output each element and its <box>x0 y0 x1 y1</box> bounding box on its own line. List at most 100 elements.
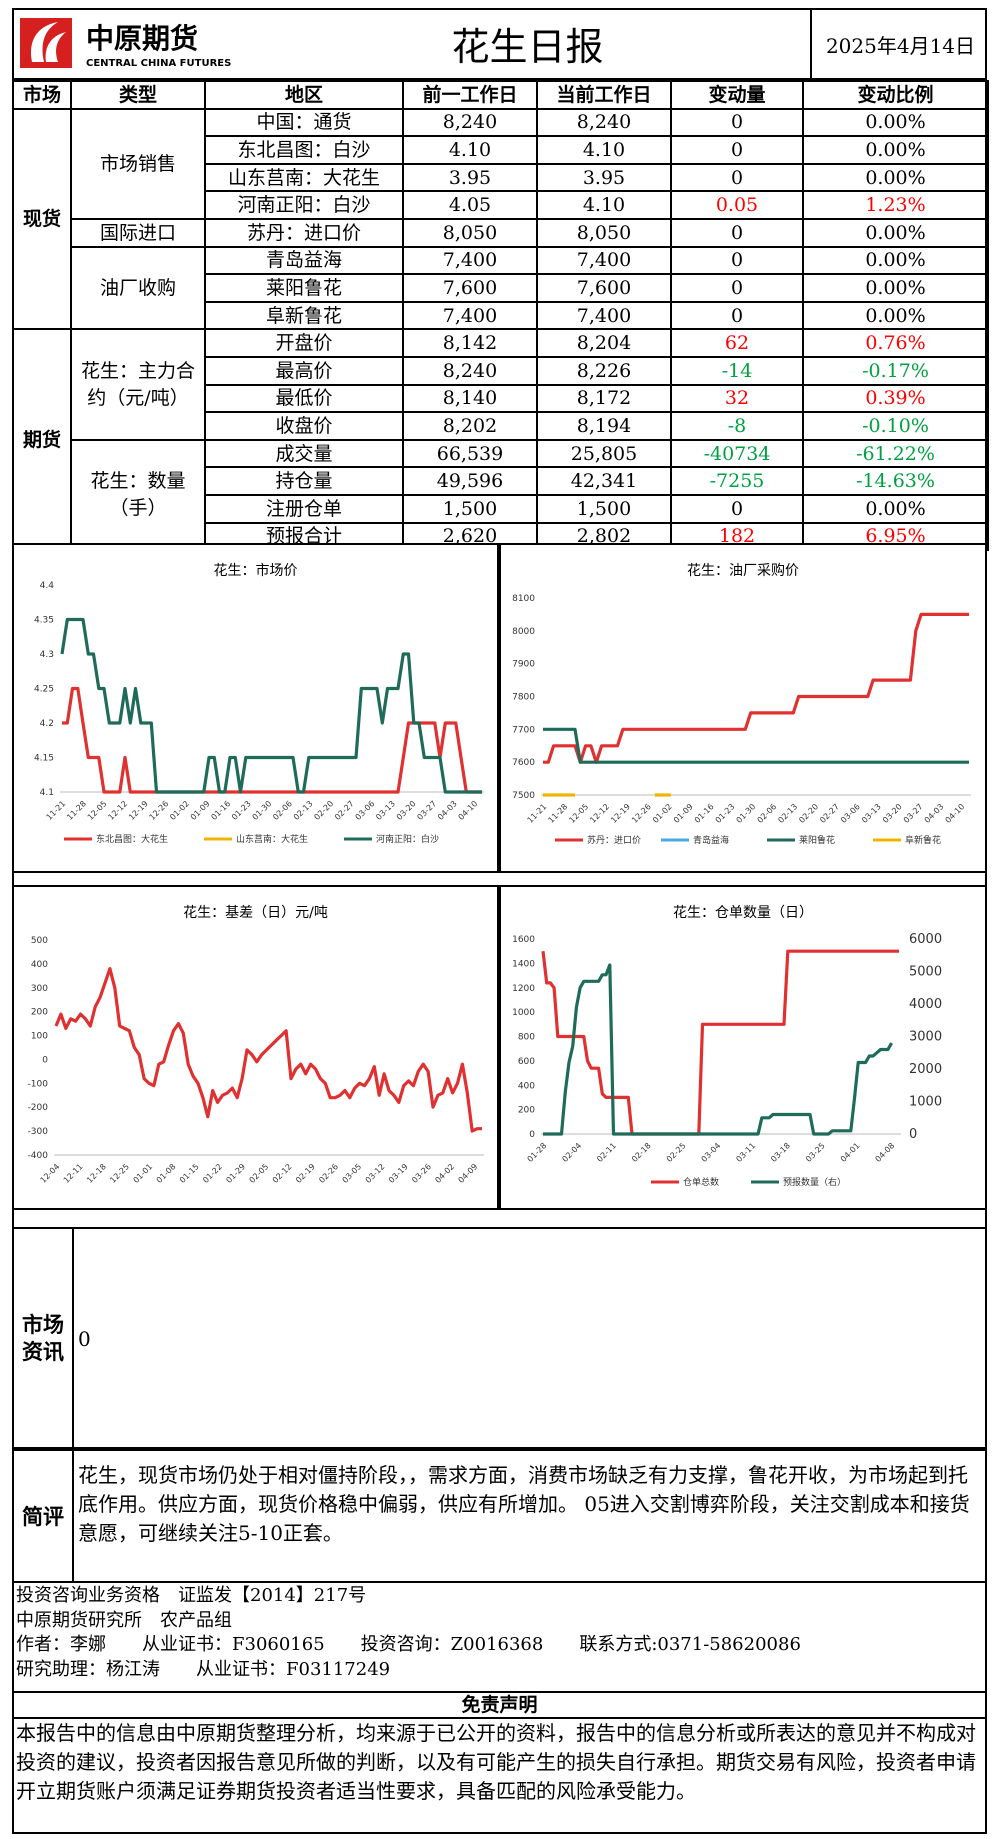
change-pct-cell: 0.00% <box>802 300 989 331</box>
x-tick-label: 01-23 <box>714 802 737 825</box>
x-tick-label: 02-04 <box>560 1141 583 1164</box>
y-tick-label: 1000 <box>512 1008 535 1018</box>
y-tick-label: 4.4 <box>40 581 55 591</box>
news-label: 市场资讯 <box>14 1229 74 1447</box>
legend-label: 阜新鲁花 <box>905 834 941 846</box>
table-row: 东北昌图：白沙 4.10 4.10 0 0.00% <box>13 135 989 165</box>
y-tick-label: 800 <box>518 1033 535 1043</box>
market-news-section: 市场资讯 0 <box>12 1227 987 1449</box>
x-tick-label: 11-28 <box>65 799 88 822</box>
col-change-pct: 变动比例 <box>802 80 989 110</box>
chart-mill-price: 花生：油厂采购价 8100 8000 7900 7800 7700 7600 7500 11-… <box>499 543 987 873</box>
table-row: 持仓量 49,596 42,341 -7255 -14.63% <box>13 466 989 496</box>
x-tick-label: 01-16 <box>693 802 716 825</box>
x-tick-label: 04-03 <box>923 802 946 825</box>
logo-mark-icon: 中原期货 CENTRAL CHINA FUTURES <box>20 18 231 69</box>
legend-label: 仓单总数 <box>683 1176 719 1188</box>
x-tick-label: 11-21 <box>526 802 549 825</box>
table-row: 期货 花生：主力合约（元/吨） 开盘价 8,142 8,204 62 0.76% <box>12 328 989 552</box>
legend-label: 预报数量（右） <box>783 1176 846 1188</box>
change-pct-cell: -14.63% <box>802 466 989 496</box>
legend-label: 莱阳鲁花 <box>799 834 835 846</box>
x-tick-label: 12-12 <box>588 802 611 825</box>
x-tick-label: 02-11 <box>595 1141 618 1164</box>
change-cell: -40734 <box>670 438 804 469</box>
y-right-tick-label: 1000 <box>909 1095 942 1110</box>
region-cell: 苏丹：进口价 <box>204 217 404 248</box>
change-pct-cell: 0.00% <box>802 107 989 138</box>
x-tick-label: 04-02 <box>433 1162 456 1185</box>
table-row: 油厂收购 青岛益海 7,400 7,400 0 0.00% <box>13 245 989 331</box>
series-line <box>541 949 899 1136</box>
chart-title: 花生：油厂采购价 <box>687 563 799 579</box>
prev-value-cell: 8,240 <box>402 355 538 386</box>
prev-value-cell: 7,600 <box>402 273 538 303</box>
x-tick-label: 02-20 <box>797 802 820 825</box>
change-pct-cell: 0.00% <box>802 162 989 193</box>
region-cell: 中国：通货 <box>204 107 404 138</box>
region-cell: 东北昌图：白沙 <box>204 135 404 165</box>
prev-value-cell: 8,202 <box>402 411 538 441</box>
x-tick-label: 02-18 <box>630 1141 653 1164</box>
change-cell: 0.05 <box>670 190 804 220</box>
legend-label: 河南正阳：白沙 <box>376 833 439 845</box>
x-tick-label: 03-06 <box>839 802 862 825</box>
x-tick-label: 03-13 <box>374 799 397 822</box>
table-row: 国际进口 苏丹：进口价 8,050 8,050 0 0.00% <box>13 217 989 248</box>
region-cell: 阜新鲁花 <box>204 300 404 331</box>
curr-value-cell: 8,050 <box>536 217 672 248</box>
x-tick-label: 01-09 <box>189 799 212 822</box>
curr-value-cell: 7,400 <box>536 245 672 276</box>
table-row: 山东莒南：大花生 3.95 3.95 0 0.00% <box>13 162 989 193</box>
y-tick-label: -100 <box>28 1079 49 1089</box>
series-line <box>60 617 482 794</box>
x-tick-label: 12-05 <box>86 799 109 822</box>
x-tick-label: 01-23 <box>230 799 253 822</box>
change-pct-cell: -61.22% <box>802 438 989 469</box>
region-cell: 开盘价 <box>204 328 404 358</box>
x-tick-label: 04-10 <box>944 802 967 825</box>
y-tick-label: 1200 <box>512 984 535 994</box>
col-curr: 当前工作日 <box>536 80 672 110</box>
y-tick-label: 0 <box>42 1055 48 1065</box>
x-tick-label: 01-02 <box>651 802 674 825</box>
change-cell: 0 <box>670 300 804 331</box>
x-tick-label: 03-27 <box>902 802 925 825</box>
table-row: 注册仓单 1,500 1,500 0 0.00% <box>13 493 989 524</box>
x-tick-label: 01-15 <box>178 1162 201 1185</box>
x-tick-label: 03-25 <box>804 1141 827 1164</box>
change-cell: 0 <box>670 493 804 524</box>
region-cell: 最高价 <box>204 355 404 386</box>
y-tick-label: -400 <box>28 1151 49 1161</box>
x-tick-label: 12-12 <box>106 799 129 822</box>
region-cell: 山东莒南：大花生 <box>204 162 404 193</box>
change-cell: -14 <box>670 355 804 386</box>
y-tick-label: -200 <box>28 1103 49 1113</box>
y-tick-label: 4.35 <box>34 616 54 626</box>
change-cell: 32 <box>670 383 804 414</box>
x-tick-label: 02-05 <box>248 1162 271 1185</box>
table-row: 收盘价 8,202 8,194 -8 -0.10% <box>13 411 989 441</box>
change-cell: 62 <box>670 328 804 358</box>
curr-value-cell: 42,341 <box>536 466 672 496</box>
region-cell: 注册仓单 <box>204 493 404 524</box>
x-tick-label: 01-30 <box>735 802 758 825</box>
prev-value-cell: 8,050 <box>402 217 538 248</box>
col-market: 市场 <box>12 80 72 110</box>
curr-value-cell: 4.10 <box>536 135 672 165</box>
curr-value-cell: 3.95 <box>536 162 672 193</box>
x-tick-label: 02-06 <box>756 802 779 825</box>
x-tick-label: 03-20 <box>881 802 904 825</box>
x-tick-label: 02-26 <box>317 1162 340 1185</box>
x-tick-label: 03-13 <box>860 802 883 825</box>
y-right-tick-label: 0 <box>909 1127 917 1142</box>
change-pct-cell: 0.00% <box>802 135 989 165</box>
y-right-tick-label: 6000 <box>909 932 942 947</box>
series-line <box>543 727 969 764</box>
curr-value-cell: 7,600 <box>536 273 672 303</box>
table-row: 花生：数量（手） 成交量 66,539 25,805 -40734 -61.22% <box>13 438 989 552</box>
footer-qualification: 投资咨询业务资格 证监发【2014】217号 <box>16 1585 367 1606</box>
disclaimer-text: 本报告中的信息由中原期货整理分析，均来源于已公开的资料，报告中的信息分析或所表达… <box>16 1721 976 1803</box>
y-tick-label: 300 <box>31 984 48 994</box>
legend-label: 东北昌图：大花生 <box>96 833 168 845</box>
